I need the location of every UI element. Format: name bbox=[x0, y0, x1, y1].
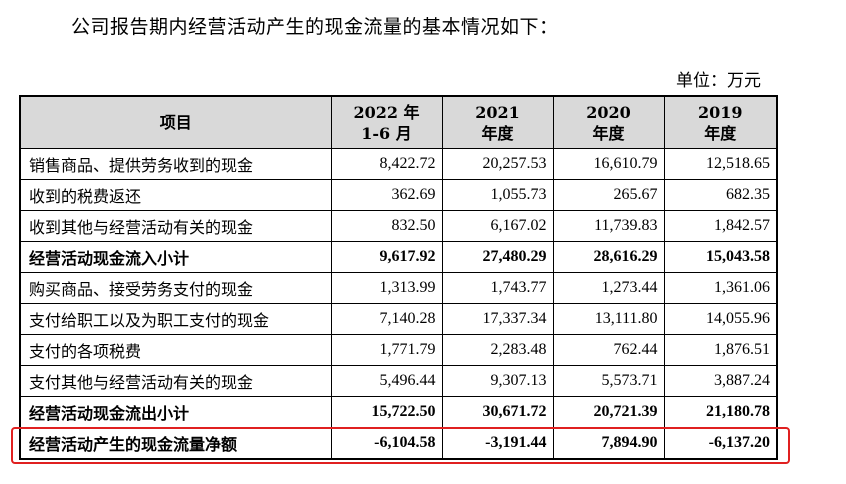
cell-value: 1,743.77 bbox=[441, 272, 554, 304]
table-row: 购买商品、接受劳务支付的现金 1,313.99 1,743.77 1,273.4… bbox=[19, 272, 778, 304]
cell-value: 1,055.73 bbox=[441, 179, 554, 211]
cell-value: 1,842.57 bbox=[663, 210, 778, 242]
row-label: 收到其他与经营活动有关的现金 bbox=[19, 210, 332, 242]
cell-value: 9,617.92 bbox=[330, 241, 443, 273]
cell-value: -6,104.58 bbox=[330, 427, 443, 460]
cell-value: 15,722.50 bbox=[330, 396, 443, 428]
cell-value: 14,055.96 bbox=[663, 303, 778, 335]
cell-value: 682.35 bbox=[663, 179, 778, 211]
header-2021: 2021 年度 bbox=[441, 95, 554, 149]
table-row: 支付给职工以及为职工支付的现金 7,140.28 17,337.34 13,11… bbox=[19, 303, 778, 335]
cell-value: 7,140.28 bbox=[330, 303, 443, 335]
row-label: 购买商品、接受劳务支付的现金 bbox=[19, 272, 332, 304]
row-label: 经营活动现金流入小计 bbox=[19, 241, 332, 273]
row-label: 支付其他与经营活动有关的现金 bbox=[19, 365, 332, 397]
table-row: 收到其他与经营活动有关的现金 832.50 6,167.02 11,739.83… bbox=[19, 210, 778, 242]
cell-value: -3,191.44 bbox=[441, 427, 554, 460]
cell-value: 362.69 bbox=[330, 179, 443, 211]
header-line2: 1-6 月 bbox=[361, 123, 412, 143]
cell-value: 17,337.34 bbox=[441, 303, 554, 335]
cell-value: 1,876.51 bbox=[663, 334, 778, 366]
cell-value: 7,894.90 bbox=[552, 427, 665, 460]
row-label: 收到的税费返还 bbox=[19, 179, 332, 211]
header-line2: 年度 bbox=[704, 123, 737, 143]
cell-value: 3,887.24 bbox=[663, 365, 778, 397]
header-line1: 2021 bbox=[475, 102, 520, 122]
header-item: 项目 bbox=[19, 95, 332, 149]
cell-value: 15,043.58 bbox=[663, 241, 778, 273]
unit-label: 单位：万元 bbox=[676, 71, 761, 91]
cell-value: 27,480.29 bbox=[441, 241, 554, 273]
cell-value: 2,283.48 bbox=[441, 334, 554, 366]
table-row: 收到的税费返还 362.69 1,055.73 265.67 682.35 bbox=[19, 179, 778, 211]
header-line2: 年度 bbox=[481, 123, 514, 143]
cell-value: 20,721.39 bbox=[552, 396, 665, 428]
intro-text: 公司报告期内经营活动产生的现金流量的基本情况如下： bbox=[71, 16, 559, 38]
table-row: 销售商品、提供劳务收到的现金 8,422.72 20,257.53 16,610… bbox=[19, 148, 778, 180]
cell-value: 1,313.99 bbox=[330, 272, 443, 304]
header-line1: 2020 bbox=[586, 102, 631, 122]
cell-value: 8,422.72 bbox=[330, 148, 443, 180]
net-cash-flow-row: 经营活动产生的现金流量净额 -6,104.58 -3,191.44 7,894.… bbox=[19, 427, 778, 460]
table-row: 支付的各项税费 1,771.79 2,283.48 762.44 1,876.5… bbox=[19, 334, 778, 366]
cell-value: -6,137.20 bbox=[663, 427, 778, 460]
cell-value: 265.67 bbox=[552, 179, 665, 211]
cell-value: 762.44 bbox=[552, 334, 665, 366]
cell-value: 21,180.78 bbox=[663, 396, 778, 428]
header-item-label: 项目 bbox=[159, 113, 192, 132]
row-label: 支付给职工以及为职工支付的现金 bbox=[19, 303, 332, 335]
cell-value: 28,616.29 bbox=[552, 241, 665, 273]
header-line2: 年度 bbox=[592, 123, 625, 143]
cell-value: 6,167.02 bbox=[441, 210, 554, 242]
cell-value: 5,573.71 bbox=[552, 365, 665, 397]
cell-value: 1,771.79 bbox=[330, 334, 443, 366]
cash-flow-table: 项目 2022 年 1-6 月 2021 年度 2020 年度 2019 年度 … bbox=[19, 95, 778, 460]
cell-value: 12,518.65 bbox=[663, 148, 778, 180]
cell-value: 20,257.53 bbox=[441, 148, 554, 180]
table-row: 支付其他与经营活动有关的现金 5,496.44 9,307.13 5,573.7… bbox=[19, 365, 778, 397]
cell-value: 9,307.13 bbox=[441, 365, 554, 397]
subtotal-row: 经营活动现金流入小计 9,617.92 27,480.29 28,616.29 … bbox=[19, 241, 778, 273]
cell-value: 30,671.72 bbox=[441, 396, 554, 428]
cell-value: 13,111.80 bbox=[552, 303, 665, 335]
header-line1: 2022 年 bbox=[353, 102, 420, 122]
header-2019: 2019 年度 bbox=[663, 95, 778, 149]
row-label: 经营活动现金流出小计 bbox=[19, 396, 332, 428]
subtotal-row: 经营活动现金流出小计 15,722.50 30,671.72 20,721.39… bbox=[19, 396, 778, 428]
cell-value: 16,610.79 bbox=[552, 148, 665, 180]
header-2022h1: 2022 年 1-6 月 bbox=[330, 95, 443, 149]
table-body: 销售商品、提供劳务收到的现金 8,422.72 20,257.53 16,610… bbox=[19, 148, 778, 460]
table-header: 项目 2022 年 1-6 月 2021 年度 2020 年度 2019 年度 bbox=[19, 95, 778, 149]
cell-value: 832.50 bbox=[330, 210, 443, 242]
header-2020: 2020 年度 bbox=[552, 95, 665, 149]
cell-value: 1,361.06 bbox=[663, 272, 778, 304]
header-row: 项目 2022 年 1-6 月 2021 年度 2020 年度 2019 年度 bbox=[19, 95, 778, 149]
cell-value: 11,739.83 bbox=[552, 210, 665, 242]
row-label: 销售商品、提供劳务收到的现金 bbox=[19, 148, 332, 180]
cell-value: 5,496.44 bbox=[330, 365, 443, 397]
row-label: 经营活动产生的现金流量净额 bbox=[19, 427, 332, 460]
row-label: 支付的各项税费 bbox=[19, 334, 332, 366]
cell-value: 1,273.44 bbox=[552, 272, 665, 304]
header-line1: 2019 bbox=[697, 102, 743, 122]
